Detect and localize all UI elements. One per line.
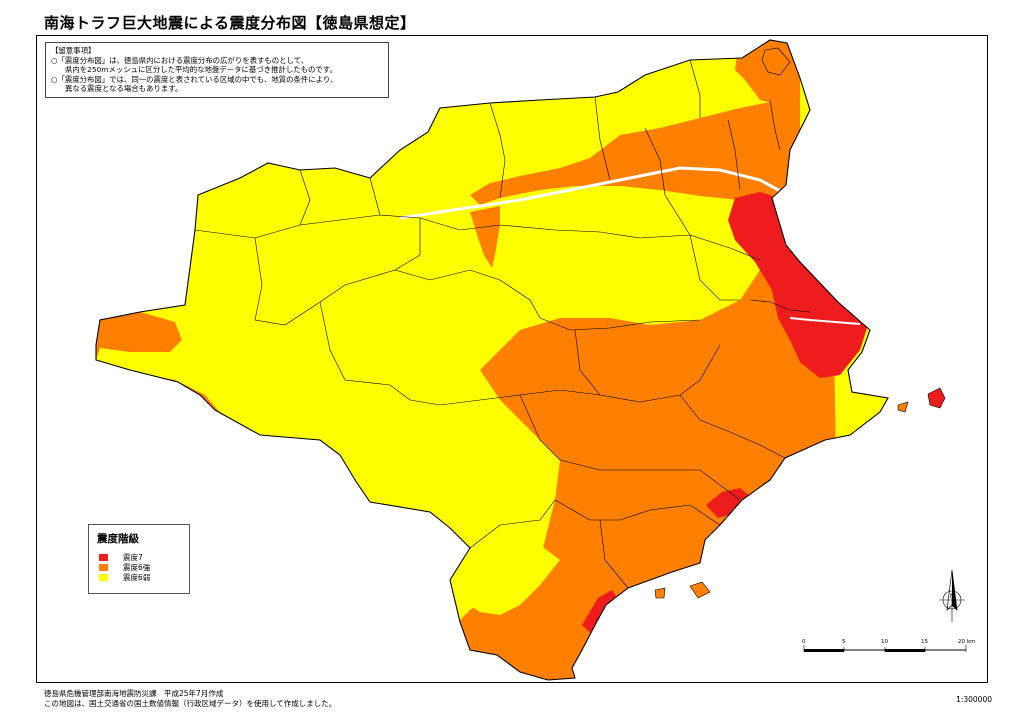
north-arrow-icon: N [939, 569, 965, 622]
legend-label-intensity-7: 震度7 [123, 552, 143, 562]
legend-swatch-intensity-6-lower [99, 573, 108, 581]
map-frame [36, 35, 988, 683]
scale-bar: 0 5 10 15 20 km [802, 639, 976, 652]
zone-intensity-7-east-coast [706, 488, 752, 518]
footer-line-2: この地図は、国土交通省の国土数値情報（行政区域データ）を使用して作成しました。 [44, 698, 337, 708]
legend: 震度階級 震度7 震度6強 震度6弱 [88, 524, 190, 594]
prefecture-outline [95, 39, 889, 681]
map-title: 南海トラフ巨大地震による震度分布図【徳島県想定】 [44, 14, 416, 32]
legend-item-intensity-7: 震度7 [99, 552, 181, 562]
naka-river [789, 317, 861, 325]
zone-intensity-6-upper-north [470, 100, 800, 205]
legend-title: 震度階級 [97, 533, 139, 545]
scale-tick-0: 0 [802, 639, 806, 645]
zone-intensity-7-tokushima-coast [728, 192, 868, 378]
scale-ratio: 1:300000 [956, 695, 992, 704]
footer-credits: 徳島県危機管理部南海地震防災課 平成25年7月作成 この地図は、国土交通省の国土… [44, 689, 336, 708]
scale-unit: km [967, 639, 976, 645]
notes-line-1: ○「震度分布図」は、徳島県内における震度分布の広がりを表すものとして、 [51, 55, 309, 65]
scale-tick-10: 10 [881, 639, 888, 645]
municipal-boundaries [194, 59, 811, 589]
notes-line-3: ○「震度分布図」では、同一の震度と表されている区域の中でも、地質の条件により、 [51, 74, 338, 84]
notes-heading: 【留意事項】 [51, 46, 96, 55]
notes-line-4: 異なる震度となる場合もあります。 [65, 84, 183, 94]
legend-label-intensity-6-upper: 震度6強 [123, 562, 151, 572]
notes-box: 【留意事項】 ○「震度分布図」は、徳島県内における震度分布の広がりを表すものとし… [45, 42, 389, 98]
zone-intensity-6-lower-center-patch [610, 262, 740, 310]
legend-swatch-intensity-6-upper [99, 563, 108, 571]
legend-item-intensity-6-lower: 震度6弱 [99, 572, 181, 582]
zone-intensity-6-lower-south-patch [452, 540, 560, 615]
scale-tick-5: 5 [842, 639, 846, 645]
notes-line-2: 県内を250mメッシュに区分した平均的な地盤データに基づき推計したものです。 [65, 65, 337, 75]
footer-line-1: 徳島県危機管理部南海地震防災課 平成25年7月作成 [44, 689, 224, 698]
scale-tick-15: 15 [921, 639, 928, 645]
yoshino-river [399, 166, 783, 220]
north-arrow-label: N [950, 593, 955, 600]
zone-intensity-6-upper-river-arm [470, 206, 500, 268]
legend-item-intensity-6-upper: 震度6強 [99, 562, 181, 572]
offshore-islands [654, 47, 946, 599]
scale-tick-20: 20 [958, 639, 965, 645]
legend-label-intensity-6-lower: 震度6弱 [123, 572, 151, 582]
legend-swatch-intensity-7 [99, 553, 108, 561]
